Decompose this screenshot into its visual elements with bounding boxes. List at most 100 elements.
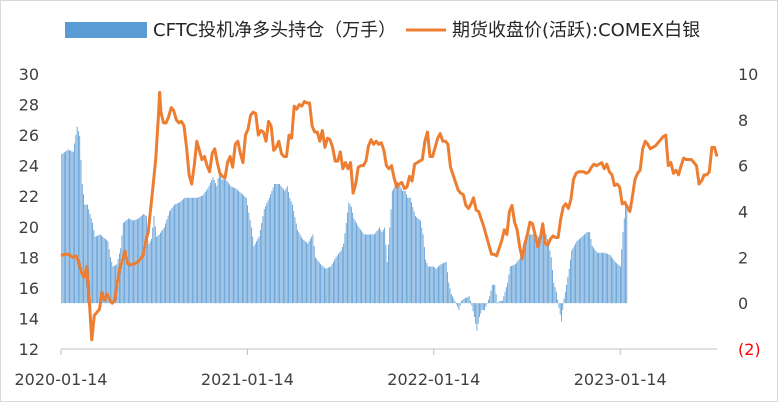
bar <box>258 236 260 304</box>
bar <box>148 243 150 304</box>
bar <box>626 204 628 304</box>
bar <box>587 232 589 304</box>
bar <box>413 211 415 304</box>
bar <box>444 262 446 304</box>
bar <box>550 257 552 304</box>
bar <box>275 184 277 304</box>
bar <box>101 235 102 304</box>
bar <box>268 197 270 304</box>
bar <box>545 234 547 304</box>
bar <box>339 252 341 304</box>
bar <box>234 188 236 304</box>
bar <box>215 183 216 304</box>
bar <box>78 131 79 304</box>
bar <box>231 186 233 304</box>
bar <box>295 223 297 304</box>
bar <box>555 291 557 304</box>
bar <box>352 212 354 304</box>
x-tick-label: 2021-01-14 <box>201 370 294 389</box>
bar <box>411 202 412 304</box>
bar <box>602 252 603 304</box>
bar <box>371 234 373 304</box>
bar <box>184 197 186 304</box>
bar <box>199 196 201 304</box>
bar <box>65 151 67 304</box>
bar <box>142 214 143 304</box>
bar <box>473 303 475 317</box>
bar <box>390 209 392 304</box>
bar <box>414 216 416 304</box>
bar <box>233 187 234 304</box>
bar <box>468 296 470 304</box>
y-axis-right: (2) 0 2 4 6 8 10 <box>738 65 761 359</box>
y-left-tick-label: 12 <box>19 340 39 359</box>
y-right-tick-label: 4 <box>738 203 748 222</box>
bar <box>384 227 386 304</box>
bar <box>325 268 327 304</box>
bar <box>89 213 91 304</box>
bar <box>316 259 318 304</box>
bar <box>443 263 445 304</box>
bar <box>617 264 619 304</box>
bar <box>462 299 464 304</box>
bar <box>253 245 255 304</box>
bar <box>559 303 561 315</box>
bar <box>548 243 550 304</box>
bar <box>102 236 104 304</box>
bar <box>505 287 507 304</box>
bar <box>578 239 580 304</box>
bar <box>207 188 209 304</box>
bar <box>358 227 360 304</box>
bar <box>504 291 506 304</box>
bar <box>619 266 621 304</box>
legend: CFTC投机净多头持仓（万手） 期货收盘价(活跃):COMEX白银 <box>65 20 700 41</box>
bar <box>272 187 274 304</box>
bar <box>593 247 594 304</box>
bar <box>203 193 205 304</box>
bar <box>202 195 204 304</box>
bar <box>363 234 365 304</box>
bar <box>329 267 330 304</box>
bar <box>193 197 195 304</box>
bar <box>612 258 614 304</box>
bar <box>238 190 240 304</box>
bar <box>382 229 384 304</box>
bar <box>93 229 95 304</box>
bar <box>188 197 190 304</box>
bar <box>124 221 125 304</box>
bar <box>209 182 211 304</box>
bar <box>240 193 242 304</box>
bar <box>425 259 427 304</box>
bar <box>539 236 541 304</box>
bar <box>179 202 181 304</box>
bar <box>376 230 378 304</box>
bar <box>222 179 224 304</box>
bar <box>403 190 405 304</box>
bar <box>536 235 538 304</box>
bar <box>621 249 623 304</box>
bar <box>453 298 455 304</box>
bar <box>552 269 553 304</box>
bar <box>62 153 64 304</box>
bar <box>79 135 81 304</box>
bar <box>129 218 131 304</box>
bar <box>455 303 457 305</box>
bar <box>472 303 474 312</box>
bar <box>440 264 442 304</box>
bar <box>266 203 268 304</box>
bar <box>600 252 602 304</box>
bar <box>195 197 197 304</box>
bar <box>289 197 291 304</box>
bar <box>108 249 110 304</box>
bar <box>283 189 284 304</box>
bar <box>571 250 573 304</box>
bar <box>406 194 407 304</box>
legend-line-label: 期货收盘价(活跃):COMEX白银 <box>452 20 700 41</box>
bar <box>344 233 346 304</box>
y-left-tick-label: 24 <box>19 157 39 176</box>
bar-series <box>61 126 628 331</box>
bar <box>322 266 324 304</box>
bar <box>598 252 600 304</box>
bar <box>461 300 462 304</box>
